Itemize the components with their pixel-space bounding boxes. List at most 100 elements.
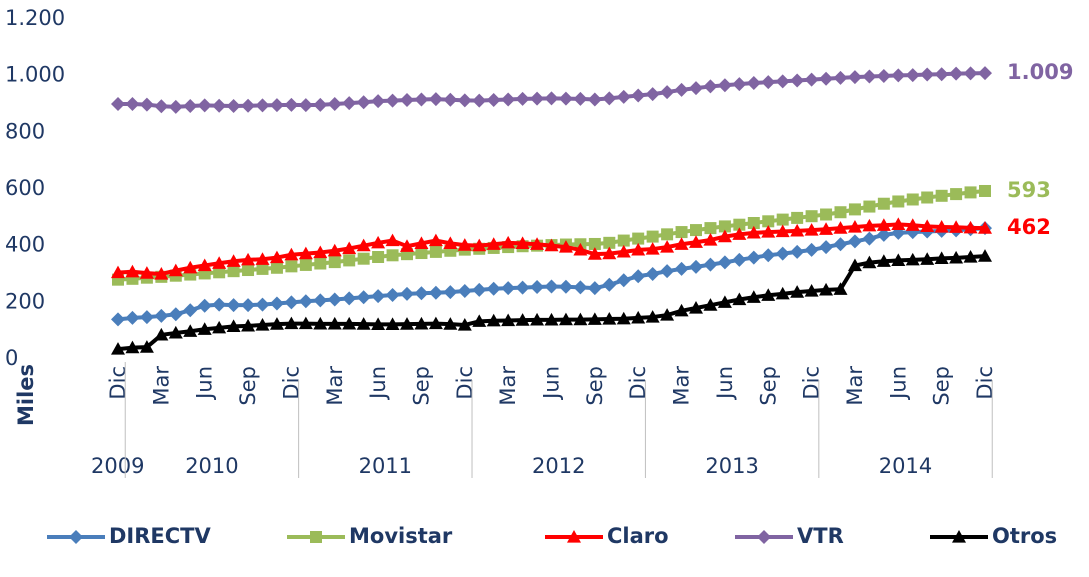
- point: [544, 279, 559, 294]
- point: [762, 215, 775, 228]
- point: [343, 254, 356, 267]
- point: [255, 297, 270, 312]
- point: [183, 260, 198, 274]
- point: [168, 307, 183, 322]
- point: [443, 236, 458, 249]
- point: [342, 96, 357, 111]
- x-tick-label: Mar: [496, 366, 520, 406]
- point: [732, 292, 747, 306]
- point: [646, 230, 659, 243]
- point: [515, 91, 530, 106]
- point: [284, 97, 299, 112]
- point: [718, 220, 731, 233]
- point: [241, 298, 256, 313]
- point: [703, 79, 718, 94]
- point: [544, 238, 559, 252]
- point: [284, 247, 299, 261]
- point: [790, 73, 805, 88]
- point: [212, 320, 227, 334]
- point: [212, 297, 227, 312]
- point: [573, 280, 588, 295]
- point: [298, 294, 313, 309]
- point: [847, 219, 862, 233]
- point: [573, 91, 588, 106]
- point: [269, 250, 284, 264]
- point: [950, 188, 963, 201]
- point: [125, 264, 140, 278]
- y-tick-label: 400: [5, 233, 45, 257]
- point: [501, 235, 516, 249]
- point: [935, 189, 948, 202]
- point: [775, 246, 790, 261]
- point: [342, 291, 357, 306]
- point: [486, 281, 501, 296]
- point: [775, 286, 790, 300]
- point: [804, 72, 819, 87]
- year-label: 2010: [185, 454, 238, 478]
- point: [342, 316, 357, 330]
- point: [125, 97, 140, 111]
- point: [661, 228, 674, 241]
- point: [616, 244, 631, 258]
- point: [313, 97, 328, 112]
- point: [313, 245, 328, 259]
- point: [197, 98, 212, 113]
- point: [227, 265, 240, 278]
- point: [934, 251, 949, 265]
- point: [963, 66, 978, 81]
- point: [632, 232, 645, 245]
- point: [501, 281, 516, 296]
- point: [631, 242, 646, 256]
- point: [255, 252, 270, 265]
- x-tick-label: Jun: [713, 366, 737, 401]
- point: [356, 238, 371, 252]
- point: [819, 282, 834, 296]
- point: [891, 68, 906, 83]
- point: [833, 237, 848, 252]
- point: [689, 81, 703, 96]
- legend-marker: [69, 530, 83, 544]
- point: [964, 186, 977, 199]
- point: [558, 240, 573, 253]
- point: [197, 322, 212, 335]
- point: [603, 236, 616, 249]
- point: [327, 292, 342, 307]
- point: [443, 285, 458, 300]
- point: [255, 318, 270, 331]
- point: [429, 245, 442, 258]
- point: [833, 70, 848, 85]
- point: [602, 312, 617, 325]
- point: [775, 224, 790, 238]
- point: [255, 98, 270, 113]
- point: [372, 251, 385, 263]
- point: [717, 229, 732, 243]
- point: [949, 250, 964, 264]
- x-tick-label: Dic: [106, 366, 130, 400]
- point: [298, 246, 313, 260]
- point: [819, 222, 834, 235]
- y-tick-label: 1.000: [5, 63, 65, 87]
- point: [400, 286, 414, 301]
- point: [660, 85, 675, 100]
- point: [746, 225, 761, 239]
- point: [732, 227, 747, 240]
- point: [168, 263, 183, 277]
- point: [804, 223, 819, 236]
- point: [905, 252, 920, 266]
- point: [183, 303, 198, 318]
- point: [154, 99, 169, 114]
- x-tick-label: Mar: [149, 366, 173, 406]
- point: [386, 249, 399, 262]
- point: [660, 240, 675, 253]
- point: [573, 312, 588, 326]
- point: [587, 312, 602, 325]
- point: [270, 261, 283, 274]
- x-tick-label: Dic: [973, 366, 997, 400]
- point: [457, 238, 472, 251]
- point: [183, 98, 198, 113]
- point: [617, 234, 630, 247]
- point: [703, 298, 718, 311]
- point: [472, 282, 487, 297]
- point: [949, 66, 964, 81]
- point: [154, 308, 169, 323]
